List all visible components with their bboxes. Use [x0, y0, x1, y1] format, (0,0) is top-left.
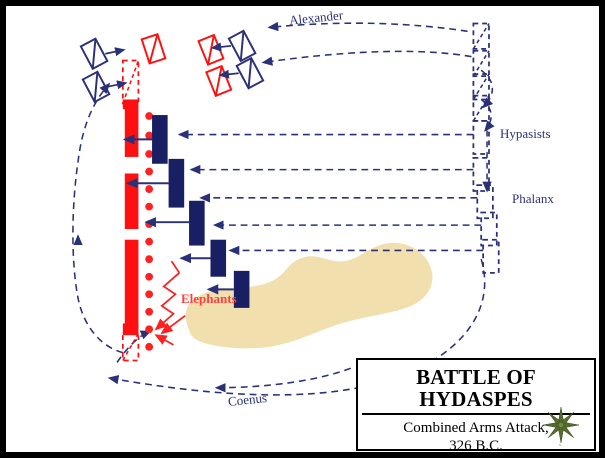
cavalry-unit	[197, 33, 225, 66]
route-coenus	[72, 82, 152, 363]
route-arrows-horizontal	[177, 129, 484, 256]
label-hypaspists: Hypasists	[500, 126, 551, 141]
route-bottom-sweep	[107, 258, 486, 396]
war-elephant-dot	[145, 325, 154, 334]
map-title: BATTLE OF HYDASPES	[416, 365, 536, 412]
initial-position-block-macedonian	[472, 49, 490, 77]
cavalry-move-arrow	[210, 42, 232, 52]
compass-caption: N	[559, 445, 561, 448]
cavalry-slash	[122, 60, 140, 104]
war-elephant-dot	[145, 202, 154, 211]
route-alexander	[261, 21, 472, 66]
battle-map-canvas	[72, 21, 500, 396]
cavalry-slash	[148, 33, 159, 64]
cavalry-move-arrow	[218, 69, 239, 79]
initial-position-block-indian	[121, 59, 140, 105]
war-elephant-dot	[145, 131, 154, 140]
macedonian-phalanx-block	[168, 158, 185, 208]
cavalry-slash	[472, 23, 490, 50]
cavalry-slash	[239, 30, 245, 62]
cavalry-box	[79, 37, 109, 71]
war-elephant-markers	[145, 112, 154, 351]
cavalry-unit	[79, 37, 109, 71]
macedonian-phalanx-block	[152, 115, 168, 164]
cavalry-box	[227, 29, 257, 63]
macedonian-phalanx-block	[233, 270, 250, 308]
title-divider	[362, 413, 590, 416]
cavalry-unit	[205, 64, 233, 98]
compass-rose-icon	[542, 406, 580, 444]
indian-infantry-block	[124, 173, 139, 229]
indian-infantry-block	[124, 239, 139, 330]
war-elephant-dot	[145, 255, 154, 264]
cavalry-box	[140, 33, 167, 65]
map-subtitle-line2: 326 B.C.	[449, 438, 503, 451]
cavalry-unit	[81, 70, 111, 104]
war-elephant-dot	[145, 290, 154, 299]
war-elephant-dot	[145, 237, 154, 246]
cavalry-slash	[472, 50, 490, 77]
cavalry-move-arrow	[107, 80, 128, 90]
cavalry-move-arrow	[105, 47, 126, 57]
map-subtitle-line1: Combined Arms Attack,	[403, 420, 549, 437]
war-elephant-dot	[145, 307, 154, 316]
initial-position-block-indian	[121, 332, 140, 362]
indian-infantry-line	[124, 108, 139, 330]
initial-position-block-macedonian	[482, 238, 500, 274]
initial-position-block-macedonian	[472, 73, 490, 101]
cavalry-box	[81, 70, 111, 104]
cavalry-box	[235, 56, 265, 90]
cavalry-units	[79, 29, 265, 104]
cavalry-slash	[91, 38, 97, 69]
initial-position-block-macedonian	[480, 211, 498, 247]
war-elephant-dot	[145, 272, 154, 281]
war-elephant-dot	[145, 112, 154, 120]
war-elephant-dot	[145, 167, 154, 176]
initial-position-block-macedonian	[472, 120, 490, 155]
title-box: BATTLE OF HYDASPES Combined Arms Attack,…	[356, 358, 596, 451]
macedonian-phalanx-block	[189, 200, 205, 246]
initial-position-block-macedonian	[476, 184, 494, 220]
route-right-descent	[480, 69, 495, 193]
war-elephant-dot	[145, 342, 154, 351]
indian-flank-markers	[122, 99, 139, 336]
initial-position-block-macedonian	[472, 94, 490, 122]
label-elephants: Elephants	[181, 291, 237, 306]
initial-positions-macedonian	[472, 22, 500, 274]
elephants-leader-line	[154, 260, 186, 346]
initial-position-block-macedonian	[472, 22, 490, 50]
cavalry-slash	[122, 332, 140, 361]
cavalry-unit	[235, 56, 265, 90]
indian-flank-marker	[122, 323, 139, 336]
cavalry-slash	[472, 95, 490, 122]
war-elephant-dot	[145, 150, 154, 158]
cavalry-unit	[227, 29, 257, 63]
cavalry-unit	[140, 33, 167, 65]
cavalry-slash	[472, 73, 490, 100]
macedonian-echelon-formation	[152, 115, 250, 308]
attack-arrows	[122, 134, 234, 295]
indian-flank-marker	[122, 99, 139, 110]
indian-infantry-block	[124, 108, 139, 157]
cavalry-slash	[93, 71, 99, 102]
war-elephant-dot	[145, 185, 154, 193]
initial-position-block-macedonian	[472, 157, 490, 192]
label-phalanx: Phalanx	[512, 191, 554, 206]
cavalry-slash	[247, 58, 253, 89]
terrain-sandy-ground	[185, 242, 433, 349]
macedonian-phalanx-block	[210, 239, 227, 277]
initial-positions-indian	[121, 59, 140, 362]
